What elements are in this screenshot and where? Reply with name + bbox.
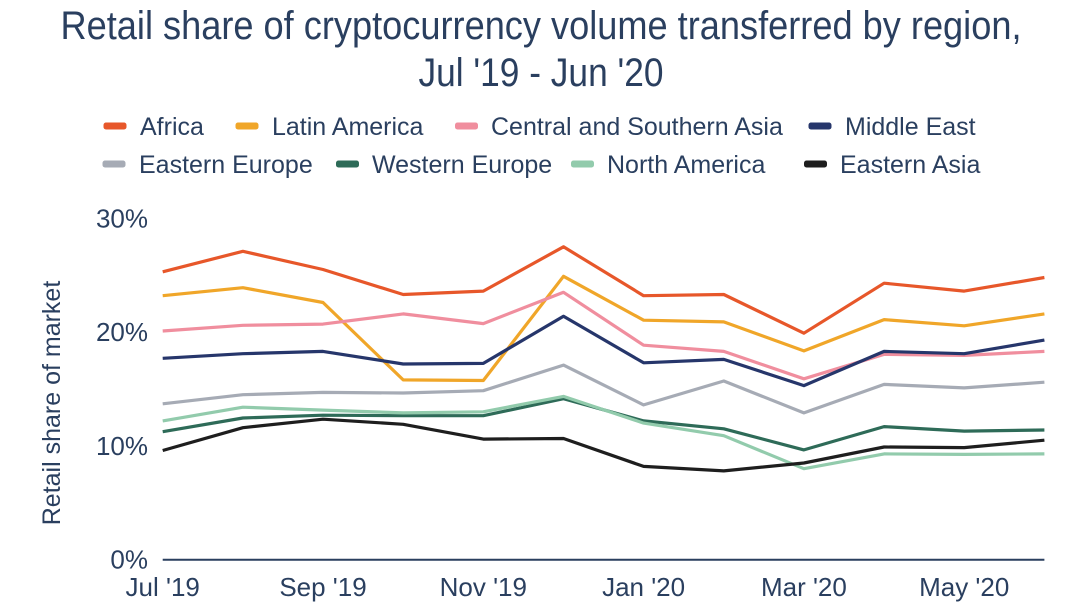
svg-text:Mar '20: Mar '20 — [761, 572, 847, 602]
svg-text:Retail share of market: Retail share of market — [38, 281, 66, 526]
svg-text:30%: 30% — [96, 203, 148, 233]
svg-text:May '20: May '20 — [919, 572, 1009, 602]
svg-text:Middle East: Middle East — [845, 113, 976, 141]
svg-text:Central and Southern Asia: Central and Southern Asia — [491, 113, 783, 141]
svg-text:North America: North America — [607, 151, 765, 179]
svg-text:Jan '20: Jan '20 — [602, 572, 685, 602]
svg-text:Sep '19: Sep '19 — [279, 572, 366, 602]
svg-text:Jul '19: Jul '19 — [126, 572, 200, 602]
svg-text:20%: 20% — [96, 317, 148, 347]
svg-text:10%: 10% — [96, 431, 148, 461]
svg-text:Africa: Africa — [140, 113, 204, 141]
svg-text:Eastern Europe: Eastern Europe — [139, 151, 313, 179]
svg-text:0%: 0% — [110, 545, 148, 575]
svg-text:Jul '19 - Jun '20: Jul '19 - Jun '20 — [419, 51, 664, 95]
svg-text:Western Europe: Western Europe — [372, 151, 552, 179]
svg-text:Latin America: Latin America — [272, 113, 424, 141]
svg-text:Nov '19: Nov '19 — [440, 572, 527, 602]
svg-text:Eastern Asia: Eastern Asia — [840, 151, 980, 179]
svg-text:Retail share of cryptocurrency: Retail share of cryptocurrency volume tr… — [61, 4, 1022, 48]
